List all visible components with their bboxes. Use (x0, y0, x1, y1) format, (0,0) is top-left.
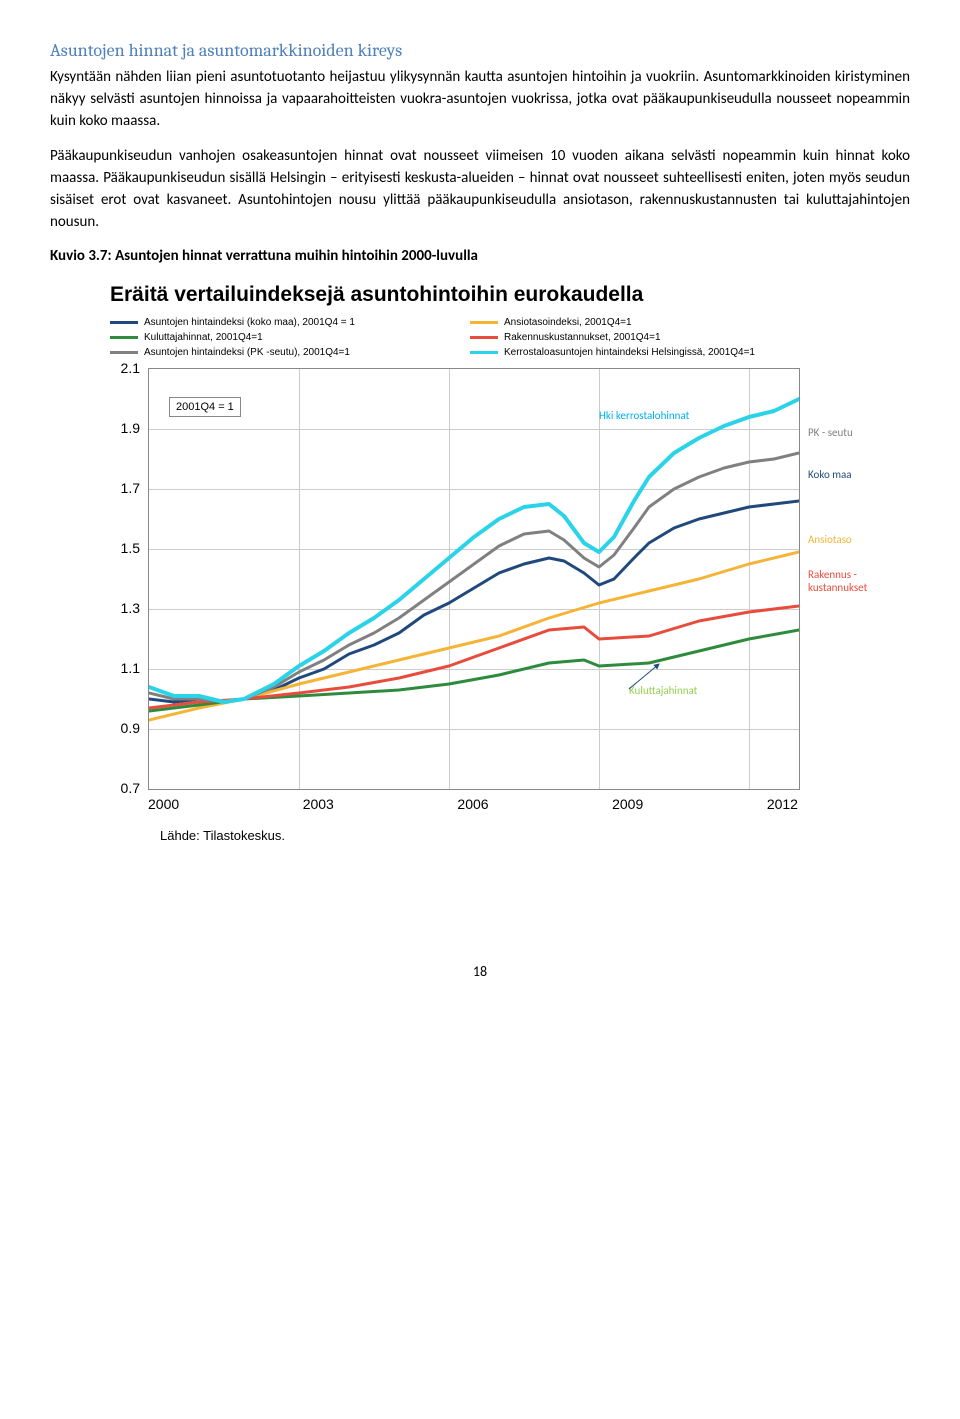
legend-item: Kuluttajahinnat, 2001Q4=1 (110, 332, 430, 343)
figure-caption: Kuvio 3.7: Asuntojen hinnat verrattuna m… (50, 247, 910, 265)
legend-item: Kerrostaloasuntojen hintaindeksi Helsing… (470, 347, 790, 358)
side-labels: PK - seutu Koko maa Ansiotaso Rakennus -kus… (800, 368, 878, 788)
page-number: 18 (50, 963, 910, 980)
section-title: Asuntojen hinnat ja asuntomarkkinoiden k… (50, 40, 910, 61)
legend-item: Asuntojen hintaindeksi (PK -seutu), 2001… (110, 347, 430, 358)
chart-title: Eräitä vertailuindeksejä asuntohintoihin… (110, 283, 890, 307)
side-label: PK - seutu (808, 426, 853, 439)
chart-legend: Asuntojen hintaindeksi (koko maa), 2001Q… (110, 317, 790, 358)
chart: Eräitä vertailuindeksejä asuntohintoihin… (110, 283, 890, 843)
side-label: Ansiotaso (808, 533, 852, 546)
lines-svg (149, 369, 799, 789)
side-label: Koko maa (808, 468, 852, 481)
legend-item: Asuntojen hintaindeksi (koko maa), 2001Q… (110, 317, 430, 328)
plot-area: 2001Q4 = 1 Hki kerrostalohinnat Kuluttaj… (148, 368, 800, 790)
side-label: Rakennus -kustannukset (808, 568, 878, 594)
paragraph-2: Pääkaupunkiseudun vanhojen osakeasuntoje… (50, 146, 910, 233)
paragraph-1: Kysyntään nähden liian pieni asuntotuota… (50, 67, 910, 132)
chart-source: Lähde: Tilastokeskus. (160, 828, 890, 843)
y-axis: 2.11.91.71.51.31.10.90.7 (110, 368, 148, 788)
x-axis: 20002003200620092012 (148, 796, 798, 812)
legend-item: Ansiotasoindeksi, 2001Q4=1 (470, 317, 790, 328)
legend-item: Rakennuskustannukset, 2001Q4=1 (470, 332, 790, 343)
